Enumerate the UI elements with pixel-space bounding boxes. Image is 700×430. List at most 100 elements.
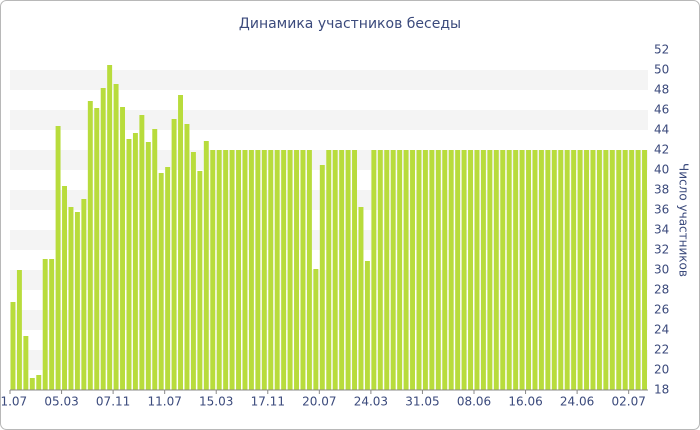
bar <box>377 150 383 390</box>
bar <box>229 150 235 390</box>
bar <box>532 150 538 390</box>
bar <box>352 150 357 390</box>
bar <box>132 133 138 390</box>
bar <box>577 150 583 390</box>
bar <box>513 150 519 390</box>
bar <box>410 150 415 390</box>
bar <box>190 152 196 390</box>
y-tick-label: 26 <box>654 303 669 317</box>
x-tick-label: 08.06 <box>457 395 491 409</box>
bar <box>268 150 274 390</box>
bar <box>287 150 293 390</box>
y-tick-label: 20 <box>654 363 669 377</box>
grid-band <box>10 110 648 130</box>
bar <box>10 302 16 390</box>
bar <box>571 150 577 390</box>
bar <box>274 150 280 390</box>
bar <box>558 150 564 390</box>
bar <box>493 150 499 390</box>
bar <box>300 150 306 390</box>
bar <box>519 150 525 390</box>
bar <box>526 150 531 390</box>
bar <box>236 150 241 390</box>
bar <box>564 150 570 390</box>
bar <box>487 150 493 390</box>
bar <box>145 142 151 390</box>
bar <box>371 150 377 390</box>
y-tick-label: 52 <box>654 43 669 57</box>
bar <box>23 336 29 390</box>
bar <box>210 150 216 390</box>
x-tick-label: 24.03 <box>354 395 388 409</box>
bar <box>100 88 106 390</box>
bar <box>603 150 609 390</box>
bar <box>120 107 125 390</box>
bar <box>345 150 351 390</box>
bar <box>442 150 448 390</box>
grid-band <box>10 70 648 90</box>
y-tick-label: 22 <box>654 343 669 357</box>
bar <box>152 129 158 390</box>
bar <box>81 199 87 390</box>
bar <box>62 186 67 390</box>
bar <box>126 139 132 390</box>
bar <box>248 150 254 390</box>
bar <box>261 150 267 390</box>
bar <box>332 150 338 390</box>
x-tick-label: 07.11 <box>96 395 130 409</box>
y-tick-label: 24 <box>654 323 669 337</box>
bar <box>596 150 602 390</box>
x-tick-label: 01.07 <box>0 395 27 409</box>
bar <box>203 141 209 390</box>
bar <box>49 259 55 390</box>
bar <box>139 115 145 390</box>
y-axis-label: Число участников <box>677 163 691 277</box>
bar <box>242 150 248 390</box>
bar <box>107 65 113 390</box>
bar <box>622 150 628 390</box>
bar <box>416 150 422 390</box>
bar <box>165 167 171 390</box>
bar <box>629 150 635 390</box>
x-tick-label: 16.06 <box>508 395 542 409</box>
bar <box>364 261 370 390</box>
y-tick-label: 38 <box>654 183 669 197</box>
bar <box>171 119 177 390</box>
bar <box>500 150 506 390</box>
bar <box>390 150 396 390</box>
bar <box>178 95 183 390</box>
y-tick-label: 30 <box>654 263 669 277</box>
bar <box>461 150 467 390</box>
bar <box>74 212 80 390</box>
bar <box>584 150 589 390</box>
bar <box>422 150 428 390</box>
bar <box>36 375 42 390</box>
bar <box>16 270 22 390</box>
bar <box>358 207 364 390</box>
bar <box>29 378 35 390</box>
bar <box>609 150 615 390</box>
bar <box>306 150 312 390</box>
x-tick-label: 24.06 <box>560 395 594 409</box>
bar <box>184 124 190 390</box>
y-tick-label: 28 <box>654 283 669 297</box>
x-tick-label: 20.07 <box>302 395 336 409</box>
bar <box>468 150 473 390</box>
bar <box>429 150 435 390</box>
y-tick-label: 48 <box>654 83 669 97</box>
y-tick-label: 36 <box>654 203 669 217</box>
bar <box>255 150 261 390</box>
y-tick-label: 50 <box>654 63 669 77</box>
bar <box>197 171 203 390</box>
bar <box>384 150 390 390</box>
bar <box>480 150 486 390</box>
bar <box>448 150 454 390</box>
bar <box>42 259 48 390</box>
bar <box>294 150 299 390</box>
x-tick-label: 15.03 <box>199 395 233 409</box>
x-tick-label: 05.03 <box>44 395 78 409</box>
y-tick-label: 34 <box>654 223 669 237</box>
bar <box>313 269 319 390</box>
bar <box>545 150 551 390</box>
